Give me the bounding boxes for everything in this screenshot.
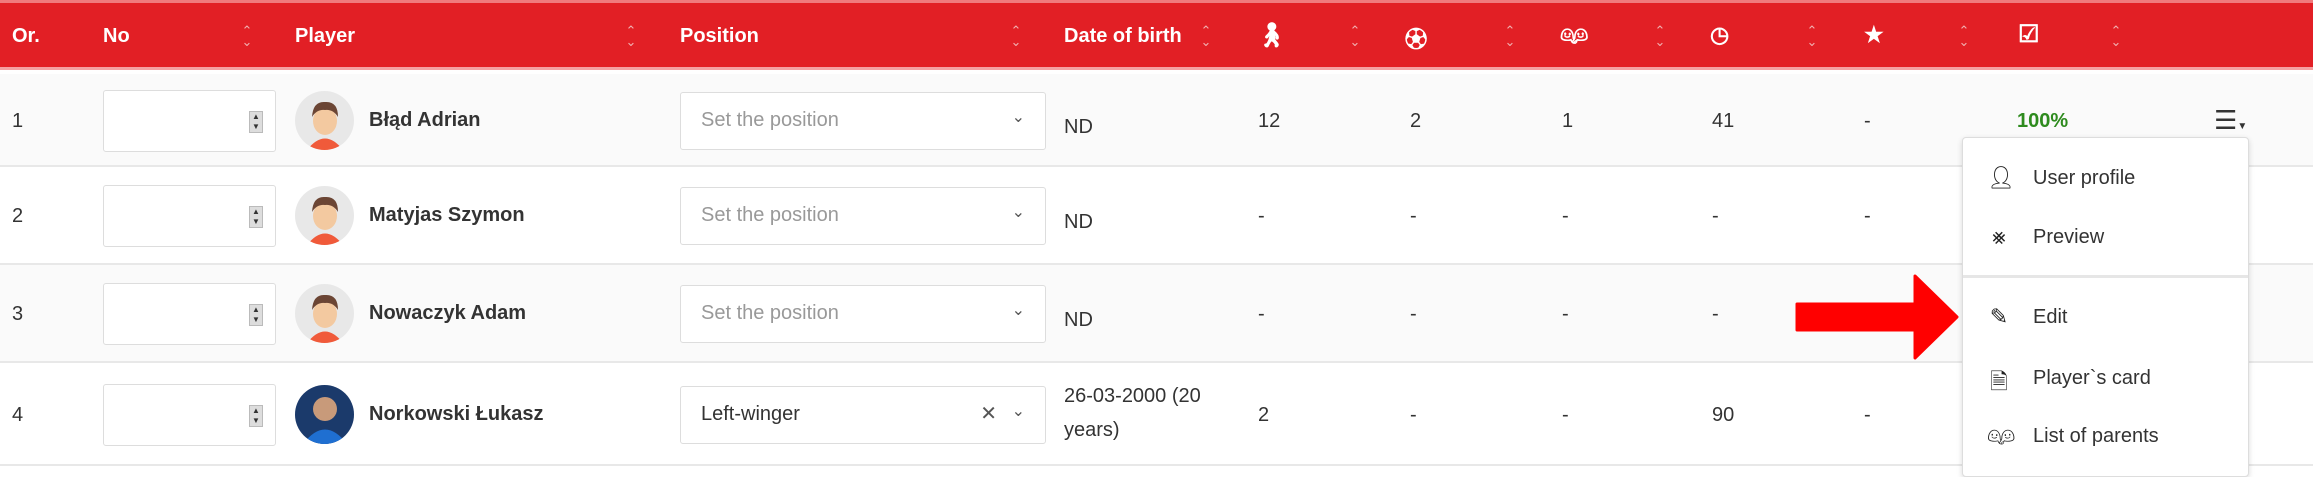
stat3-cell: 1 (1562, 109, 1574, 132)
stat4-cell: 41 (1712, 109, 1735, 132)
sort-icon[interactable]: ⌃ ⌄ (2110, 23, 2122, 49)
dob-cell: 26-03-2000 (20 years) (1064, 384, 1201, 441)
avatar (295, 90, 354, 150)
sort-icon[interactable]: ⌃ ⌄ (1349, 23, 1361, 49)
sort-icon[interactable]: ⌃ ⌄ (1010, 23, 1022, 49)
people-icon[interactable]: 👫︎ (1560, 22, 1588, 47)
red-arrow-annotation (1795, 274, 1959, 360)
dob-cell: ND (1064, 309, 1093, 331)
position-select[interactable]: Set the position ⌄ (680, 187, 1046, 245)
menu-divider (1963, 275, 2248, 278)
stat3-cell: - (1562, 303, 1569, 325)
spinner-icon[interactable]: ▲ ▼ (249, 206, 263, 228)
edit-icon: ✎ (1989, 304, 2009, 329)
order-cell: 2 (12, 205, 24, 227)
number-input[interactable]: ▲ ▼ (103, 283, 276, 345)
chevron-down-icon[interactable]: ⌄ (1011, 402, 1025, 420)
stat5-cell: - (1864, 205, 1871, 227)
chevron-down-icon[interactable]: ⌄ (1011, 108, 1025, 126)
clock-icon[interactable]: ◷ (1710, 22, 1730, 47)
menu-item-edit[interactable]: ✎ Edit (1963, 292, 2248, 342)
avatar (295, 284, 354, 343)
clear-icon[interactable]: ✕ (980, 402, 997, 425)
stat4-cell: - (1712, 205, 1719, 227)
menu-item-list-of-parents[interactable]: 👫︎ List of parents (1987, 423, 2159, 448)
attendance-cell: 100% (2017, 109, 2069, 132)
sort-icon[interactable]: ⌃ ⌄ (1504, 23, 1516, 49)
col-order: Or. (12, 25, 40, 47)
col-no[interactable]: No (103, 25, 130, 47)
col-dob[interactable]: Date of birth (1064, 25, 1182, 47)
stat2-cell: - (1410, 205, 1417, 227)
stat1-cell: 12 (1258, 109, 1281, 132)
position-select[interactable]: Set the position ⌄ (680, 285, 1046, 343)
stat2-cell: - (1410, 303, 1417, 325)
avatar (295, 384, 354, 444)
position-value: Left-winger (701, 402, 800, 425)
person-icon[interactable]: 🚶︎ (1256, 22, 1287, 49)
chevron-down-icon[interactable]: ⌄ (1011, 204, 1025, 221)
position-select[interactable]: Set the position ⌄ (680, 91, 1046, 150)
sort-icon[interactable]: ⌃ ⌄ (1958, 23, 1970, 49)
stat3-cell: - (1562, 205, 1569, 227)
position-value: Set the position (701, 108, 839, 131)
chart-line-icon: ⨳ (1992, 224, 2006, 249)
spinner-icon[interactable]: ▲ ▼ (249, 304, 263, 326)
position-value: Set the position (701, 302, 839, 324)
dob-cell: ND (1064, 115, 1093, 138)
menu-toggle-icon[interactable]: ☰▼ (2214, 104, 2248, 135)
order-cell: 3 (12, 303, 24, 325)
card-icon: 🗎︎ (1990, 369, 2008, 394)
number-input[interactable]: ▲ ▼ (103, 185, 276, 247)
stat4-cell: - (1712, 303, 1719, 325)
sort-icon[interactable]: ⌃ ⌄ (1806, 23, 1818, 49)
stat4-cell: 90 (1712, 403, 1735, 426)
col-player[interactable]: Player (295, 25, 356, 47)
number-input[interactable]: ▲ ▼ (103, 89, 276, 152)
table-row: 4 ▲ ▼ Norkowski Łukasz Left-winger ✕ ⌄ 26… (0, 363, 2313, 466)
stat1-cell: - (1258, 303, 1265, 325)
stat1-cell: 2 (1258, 403, 1270, 426)
spinner-icon[interactable]: ▲ ▼ (249, 404, 263, 427)
stat3-cell: - (1562, 403, 1569, 426)
sort-icon[interactable]: ⌃ ⌄ (241, 23, 253, 49)
stat5-cell: - (1864, 403, 1871, 426)
menu-item-user-profile[interactable]: 👤︎ User profile (1987, 165, 2136, 190)
chevron-down-icon[interactable]: ⌄ (1011, 302, 1025, 319)
checkbox-icon[interactable]: ☑ (2018, 21, 2040, 48)
menu-item-players-card[interactable]: 🗎︎ Player`s card (1963, 353, 2248, 403)
star-icon[interactable]: ★ (1864, 22, 1884, 47)
order-cell: 4 (12, 403, 24, 426)
stat2-cell: - (1410, 403, 1417, 426)
spinner-icon[interactable]: ▲ ▼ (249, 110, 263, 133)
table-row: 2 ▲ ▼ Matyjas Szymon Set the position ⌄ N… (0, 167, 2313, 265)
player-name[interactable]: Błąd Adrian (369, 108, 481, 131)
menu-item-preview[interactable]: ⨳ Preview (1963, 212, 2248, 262)
avatar (295, 186, 354, 245)
stat1-cell: - (1258, 205, 1265, 227)
stat5-cell: - (1864, 109, 1871, 132)
position-value: Set the position (701, 204, 839, 226)
position-select[interactable]: Left-winger ✕ ⌄ (680, 385, 1046, 444)
dob-cell: ND (1064, 211, 1093, 233)
player-name[interactable]: Nowaczyk Adam (369, 302, 527, 324)
ball-icon[interactable]: ⚽︎ (1405, 27, 1428, 52)
user-icon: 👤︎ (1987, 165, 2015, 190)
number-input[interactable]: ▲ ▼ (103, 383, 276, 446)
row-actions-menu: 👤︎ User profile ⨳ Preview ✎ Edit 🗎︎ Player`s… (1962, 137, 2249, 477)
table-row: 1 ▲ ▼ Błąd Adrian Set the position ⌄ ND 12… (0, 74, 2313, 167)
order-cell: 1 (12, 109, 24, 132)
sort-icon[interactable]: ⌃ ⌄ (1654, 23, 1666, 49)
player-name[interactable]: Norkowski Łukasz (369, 402, 544, 425)
player-name[interactable]: Matyjas Szymon (369, 204, 525, 226)
sort-icon[interactable]: ⌃ ⌄ (1200, 23, 1212, 49)
parents-icon: 👫︎ (1987, 423, 2015, 448)
table-header: Or. No Player Position Date of birth 🚶︎ … (0, 0, 2313, 70)
stat2-cell: 2 (1410, 109, 1422, 132)
sort-icon[interactable]: ⌃ ⌄ (625, 23, 637, 49)
col-position[interactable]: Position (680, 25, 759, 47)
